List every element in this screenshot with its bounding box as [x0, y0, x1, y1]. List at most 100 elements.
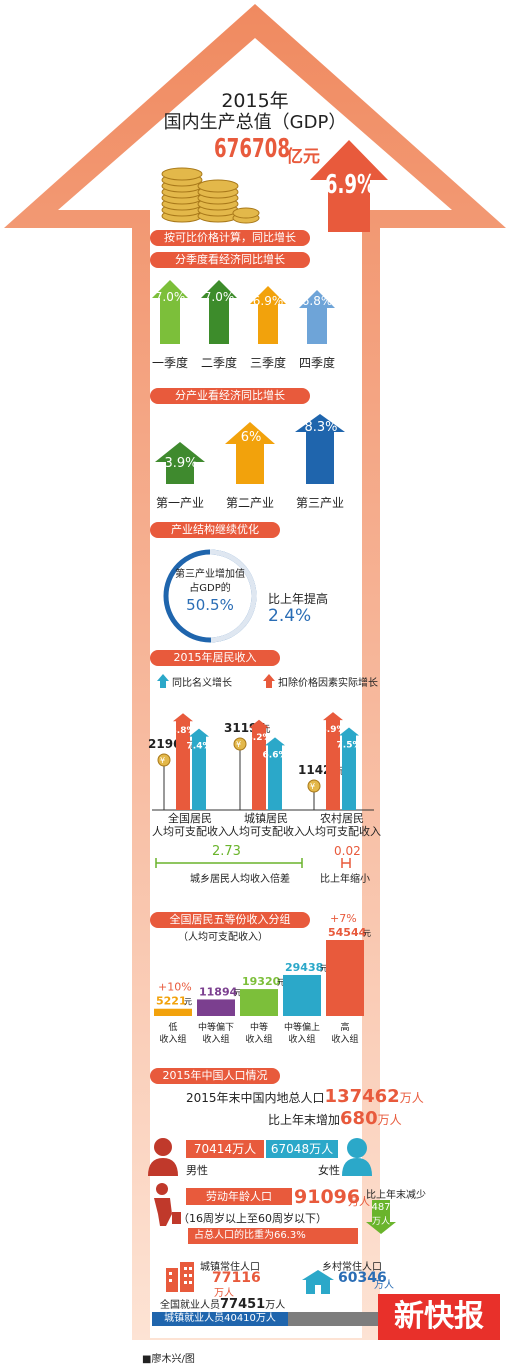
quintile-value-label: 54544 [328, 926, 367, 939]
income-bar-label: 8.8% [171, 726, 196, 736]
quintile-chart: 5221元+10%低收入组11894元中等偏下收入组19320元中等收入组294… [154, 912, 371, 1045]
structure-circle [163, 549, 257, 643]
author-credit: ■廖木兴/图 [142, 1354, 195, 1365]
income-cat1-line2: 人均可支配收入 [152, 825, 229, 838]
quintile-value-label: 11894 [199, 985, 238, 998]
income-cat1-line1: 全国居民 [168, 812, 212, 825]
quintile-category-line2: 收入组 [159, 1033, 186, 1045]
house-icon [302, 1270, 334, 1294]
quintile-unit: 元 [184, 998, 192, 1007]
quintile-bar [197, 999, 235, 1016]
newspaper-logo: 新快报 [378, 1294, 500, 1340]
building-icon [166, 1262, 194, 1292]
income-section-title: 2015年居民收入 [150, 650, 280, 666]
quarter-section-title: 分季度看经济同比增长 [150, 252, 310, 268]
income-bar-label: 8.9% [321, 725, 346, 735]
industry-arrow [155, 442, 205, 484]
q3-label: 三季度 [249, 356, 286, 370]
structure-compare-value: 2.4% [268, 606, 312, 626]
quarter-arrow [201, 280, 237, 344]
quintile-bar [154, 1008, 192, 1016]
gdp-value: 676708 [214, 134, 290, 164]
yuan-coin-icon [157, 753, 171, 767]
industry-arrow [295, 414, 345, 484]
gdp-growth: 6.9% [324, 170, 376, 200]
rural-value: 60346 [338, 1270, 387, 1286]
labor-decrease-arrow [366, 1200, 396, 1234]
ratio-brackets [155, 858, 351, 868]
page-title: 国内生产总值（GDP） [163, 112, 347, 133]
industry1-value: 3.9% [164, 456, 198, 471]
q2-value: 7.0% [203, 290, 235, 304]
income-amount-unit: 元 [336, 767, 345, 777]
income-bar [189, 728, 209, 810]
industry-arrows [155, 414, 345, 484]
income-bar [323, 712, 343, 810]
quintile-category-line2: 收入组 [202, 1033, 229, 1045]
employed: 全国就业人员77451万人 [160, 1297, 286, 1312]
income-bar-label: 6.6% [263, 750, 288, 760]
quintile-category-line2: 收入组 [245, 1033, 272, 1045]
income-bar [265, 737, 285, 810]
quintile-category-line1: 中等偏上 [284, 1021, 320, 1033]
labor-range: （16周岁以上至60周岁以下） [178, 1212, 327, 1225]
urban-employed: 城镇就业人员40410万人 [152, 1312, 288, 1326]
quintile-category-line1: 高 [340, 1021, 349, 1033]
quintile-bar [326, 940, 364, 1016]
urban-value: 77116 [212, 1270, 261, 1286]
labor-decrease-label: 比上年末减少 [366, 1190, 426, 1201]
urban-label: 城镇常住人口 [200, 1262, 260, 1273]
industry1-label: 第一产业 [155, 496, 204, 510]
structure-section-title: 产业结构继续优化 [150, 522, 280, 538]
rural-label: 乡村常住人口 [322, 1262, 382, 1273]
income-category-labels: 全国居民 人均可支配收入 城镇居民 人均可支配收入 农村居民 人均可支配收入 [152, 812, 381, 838]
legend-real: 扣除价格因素实际增长 [278, 678, 378, 689]
quintile-bar [240, 989, 278, 1016]
ratio-change-label: 比上年缩小 [320, 874, 370, 885]
quintile-value-label: 19320 [242, 975, 281, 988]
worker-icon [154, 1183, 181, 1226]
income-bar-label: 8.2% [247, 733, 272, 743]
quintile-value-label: 5221 [156, 995, 187, 1008]
yuan-sign: ¥ [310, 782, 315, 791]
structure-line1: 第三产业增加值 [175, 569, 245, 580]
q4-value: 6.8% [301, 294, 333, 308]
quintile-subtitle: （人均可支配收入） [178, 932, 268, 943]
labor-decrease-value: 487 [371, 1202, 391, 1213]
quarter-arrows [152, 280, 335, 344]
ratio-value: 2.73 [212, 844, 241, 859]
industry3-label: 第三产业 [295, 496, 344, 510]
legend-nominal: 同比名义增长 [172, 678, 232, 689]
q2-label: 二季度 [200, 356, 237, 370]
labor-label: 劳动年龄人口 [186, 1188, 292, 1205]
income-bar [249, 719, 269, 810]
quintile-category-line2: 收入组 [331, 1033, 358, 1045]
income-legend-icons [157, 674, 275, 688]
quarter-arrow [250, 286, 286, 344]
quarter-arrow [299, 290, 335, 344]
labor-unit: 万人 [348, 1195, 370, 1208]
income-amount-unit: 元 [262, 725, 271, 735]
q3-value: 6.9% [252, 294, 284, 308]
population-total: 2015年末中国内地总人口137462万人 [186, 1086, 424, 1107]
industry-section-title: 分产业看经济同比增长 [150, 388, 310, 404]
income-bar [173, 713, 193, 810]
income-bar-label: 7.4% [187, 742, 212, 752]
quintile-category-line1: 中等偏下 [198, 1021, 234, 1033]
coins-icon [161, 167, 260, 224]
q4-label: 四季度 [298, 356, 335, 370]
labor-value: 91096 [294, 1186, 361, 1208]
quintile-value-label: 29438 [285, 961, 323, 974]
quarter-arrow [152, 280, 188, 344]
female-label: 女性 [318, 1164, 340, 1177]
structure-line2: 占GDP的 [189, 583, 231, 594]
legend-red-arrow-icon [263, 674, 275, 688]
population-section-title: 2015年中国人口情况 [150, 1068, 280, 1084]
gdp-note: 按可比价格计算，同比增长 [150, 230, 310, 246]
yuan-sign: ¥ [160, 756, 165, 765]
quintile-category-line2: 收入组 [288, 1033, 315, 1045]
quintile-unit: 元 [277, 978, 285, 987]
female-value: 67048万人 [266, 1140, 338, 1158]
income-bar-label: 7.5% [337, 741, 362, 751]
structure-compare-label: 比上年提高 [268, 592, 329, 606]
